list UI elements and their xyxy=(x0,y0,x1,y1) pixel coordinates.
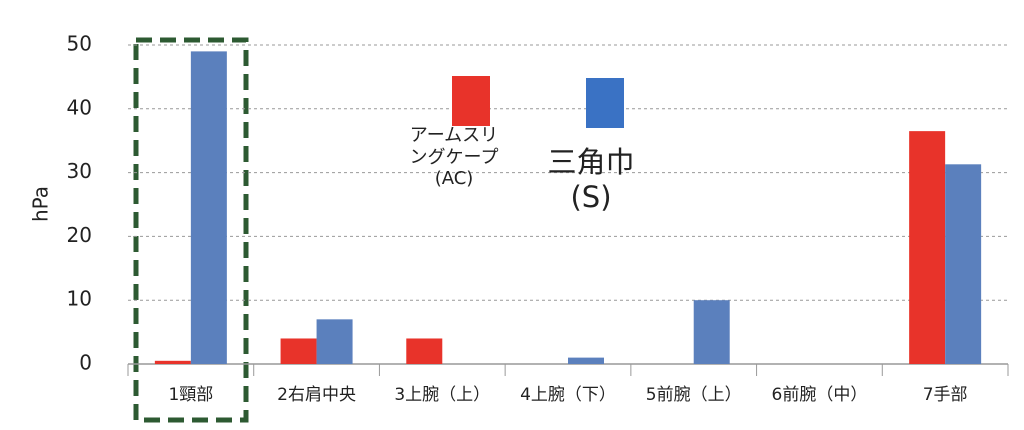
bar xyxy=(568,357,604,364)
y-tick-label: 20 xyxy=(67,223,92,247)
y-tick-label: 50 xyxy=(67,32,92,56)
y-axis-label: hPa xyxy=(29,186,53,222)
bar xyxy=(693,300,730,364)
bar xyxy=(406,338,443,364)
legend-label: 三角巾(S) xyxy=(547,145,635,214)
legend-swatch xyxy=(452,76,490,126)
y-tick-label: 10 xyxy=(67,287,92,311)
x-tick-label: 4上腕（下） xyxy=(520,385,616,405)
bar xyxy=(909,131,946,364)
x-tick-label: 5前腕（上） xyxy=(646,385,742,405)
x-tick-label: 3上腕（上） xyxy=(394,385,490,405)
highlight-box xyxy=(133,37,249,423)
bar xyxy=(154,360,191,364)
bar xyxy=(280,338,317,364)
legend-swatch xyxy=(586,78,624,128)
x-tick-label: 2右肩中央 xyxy=(277,385,356,405)
x-tick-label: 7手部 xyxy=(923,385,968,405)
bar xyxy=(190,51,227,364)
x-tick-label: 1頸部 xyxy=(168,385,213,405)
y-tick-label: 30 xyxy=(67,159,92,183)
x-tick-label: 6前腕（中） xyxy=(772,385,868,405)
y-tick-label: 0 xyxy=(79,351,92,375)
bar xyxy=(945,164,982,364)
y-tick-label: 40 xyxy=(67,95,92,119)
legend-label: アームスリングケープ(AC) xyxy=(409,125,499,190)
bar xyxy=(316,319,353,364)
